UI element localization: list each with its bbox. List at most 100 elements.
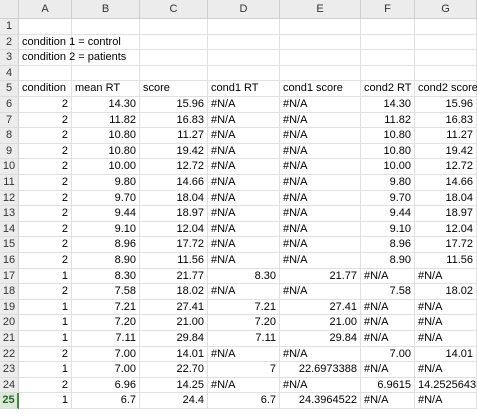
cell-g8[interactable]: 11.27 [415,128,477,144]
cell-c1[interactable] [140,19,208,35]
cell-g25[interactable]: #N/A [415,393,477,409]
cell-e4[interactable] [280,65,361,82]
cell-b5[interactable]: mean RT [72,81,140,97]
cell-f6[interactable]: 14.30 [361,97,415,113]
cell-c6[interactable]: 15.96 [140,97,208,113]
cell-e14[interactable]: #N/A [280,221,361,238]
cell-d7[interactable]: #N/A [208,112,280,129]
cell-g5[interactable]: cond2 score [415,81,477,97]
cell-d9[interactable]: #N/A [208,143,280,160]
cell-c11[interactable]: 14.66 [140,175,208,191]
cell-g13[interactable]: 18.97 [415,206,477,222]
cell-c4[interactable] [140,65,208,82]
column-header-e[interactable]: E [280,0,361,19]
column-header-f[interactable]: F [361,0,415,19]
cell-b11[interactable]: 9.80 [72,175,140,191]
cell-g11[interactable]: 14.66 [415,175,477,191]
cell-a19[interactable]: 1 [19,299,72,316]
row-header-16[interactable]: 16 [0,253,19,269]
cell-e16[interactable]: #N/A [280,253,361,269]
row-header-9[interactable]: 9 [0,143,19,160]
cell-f18[interactable]: 7.58 [361,284,415,300]
select-all-corner[interactable] [0,0,19,19]
row-header-20[interactable]: 20 [0,315,19,331]
cell-g3[interactable] [415,50,477,66]
cell-c23[interactable]: 22.70 [140,362,208,378]
cell-c21[interactable]: 29.84 [140,331,208,347]
cell-b20[interactable]: 7.20 [72,315,140,331]
cell-f13[interactable]: 9.44 [361,206,415,222]
cell-c8[interactable]: 11.27 [140,128,208,144]
cell-e23[interactable]: 22.6973388 [280,362,361,378]
cell-a1[interactable] [19,19,72,35]
cell-b24[interactable]: 6.96 [72,377,140,394]
cell-a5[interactable]: condition [19,81,72,97]
column-header-g[interactable]: G [415,0,477,19]
cell-d22[interactable]: #N/A [208,346,280,363]
cell-g12[interactable]: 18.04 [415,190,477,207]
cell-f16[interactable]: 8.90 [361,253,415,269]
row-header-1[interactable]: 1 [0,19,19,35]
cell-f4[interactable] [361,65,415,82]
row-header-12[interactable]: 12 [0,190,19,207]
cell-d18[interactable]: #N/A [208,284,280,300]
row-header-2[interactable]: 2 [0,34,19,51]
cell-g21[interactable]: #N/A [415,331,477,347]
cell-g14[interactable]: 12.04 [415,221,477,238]
row-header-17[interactable]: 17 [0,268,19,285]
cell-b18[interactable]: 7.58 [72,284,140,300]
row-header-15[interactable]: 15 [0,237,19,253]
cell-d17[interactable]: 8.30 [208,268,280,285]
cell-a25[interactable]: 1 [19,393,72,409]
cell-d24[interactable]: #N/A [208,377,280,394]
row-header-8[interactable]: 8 [0,128,19,144]
cell-a7[interactable]: 2 [19,112,72,129]
cell-c25[interactable]: 24.4 [140,393,208,409]
row-header-3[interactable]: 3 [0,50,19,66]
cell-f19[interactable]: #N/A [361,299,415,316]
cell-c14[interactable]: 12.04 [140,221,208,238]
column-header-d[interactable]: D [208,0,280,19]
cell-a20[interactable]: 1 [19,315,72,331]
cell-c15[interactable]: 17.72 [140,237,208,253]
cell-a9[interactable]: 2 [19,143,72,160]
cell-d5[interactable]: cond1 RT [208,81,280,97]
cell-e15[interactable]: #N/A [280,237,361,253]
cell-f10[interactable]: 10.00 [361,159,415,175]
cell-d3[interactable] [208,50,280,66]
cell-f21[interactable]: #N/A [361,331,415,347]
cell-a2[interactable]: condition 1 = control [19,34,121,51]
cell-b17[interactable]: 8.30 [72,268,140,285]
row-header-21[interactable]: 21 [0,331,19,347]
cell-c5[interactable]: score [140,81,208,97]
cell-c13[interactable]: 18.97 [140,206,208,222]
cell-d1[interactable] [208,19,280,35]
row-header-7[interactable]: 7 [0,112,19,129]
cell-d19[interactable]: 7.21 [208,299,280,316]
cell-b2[interactable] [72,34,140,51]
cell-c20[interactable]: 21.00 [140,315,208,331]
row-header-19[interactable]: 19 [0,299,19,316]
cell-b25[interactable]: 6.7 [72,393,140,409]
cell-b6[interactable]: 14.30 [72,97,140,113]
cell-a18[interactable]: 2 [19,284,72,300]
row-header-5[interactable]: 5 [0,81,19,97]
cell-f11[interactable]: 9.80 [361,175,415,191]
cell-g9[interactable]: 19.42 [415,143,477,160]
cell-a12[interactable]: 2 [19,190,72,207]
cell-g10[interactable]: 12.72 [415,159,477,175]
cell-b14[interactable]: 9.10 [72,221,140,238]
column-header-a[interactable]: A [19,0,72,19]
cell-b3[interactable] [72,50,140,66]
cell-e6[interactable]: #N/A [280,97,361,113]
cell-e20[interactable]: 21.00 [280,315,361,331]
cell-b16[interactable]: 8.90 [72,253,140,269]
cell-e18[interactable]: #N/A [280,284,361,300]
cell-g2[interactable] [415,34,477,51]
row-header-23[interactable]: 23 [0,362,19,378]
cell-d20[interactable]: 7.20 [208,315,280,331]
row-header-24[interactable]: 24 [0,377,19,394]
row-header-18[interactable]: 18 [0,284,19,300]
cell-f5[interactable]: cond2 RT [361,81,415,97]
cell-e12[interactable]: #N/A [280,190,361,207]
